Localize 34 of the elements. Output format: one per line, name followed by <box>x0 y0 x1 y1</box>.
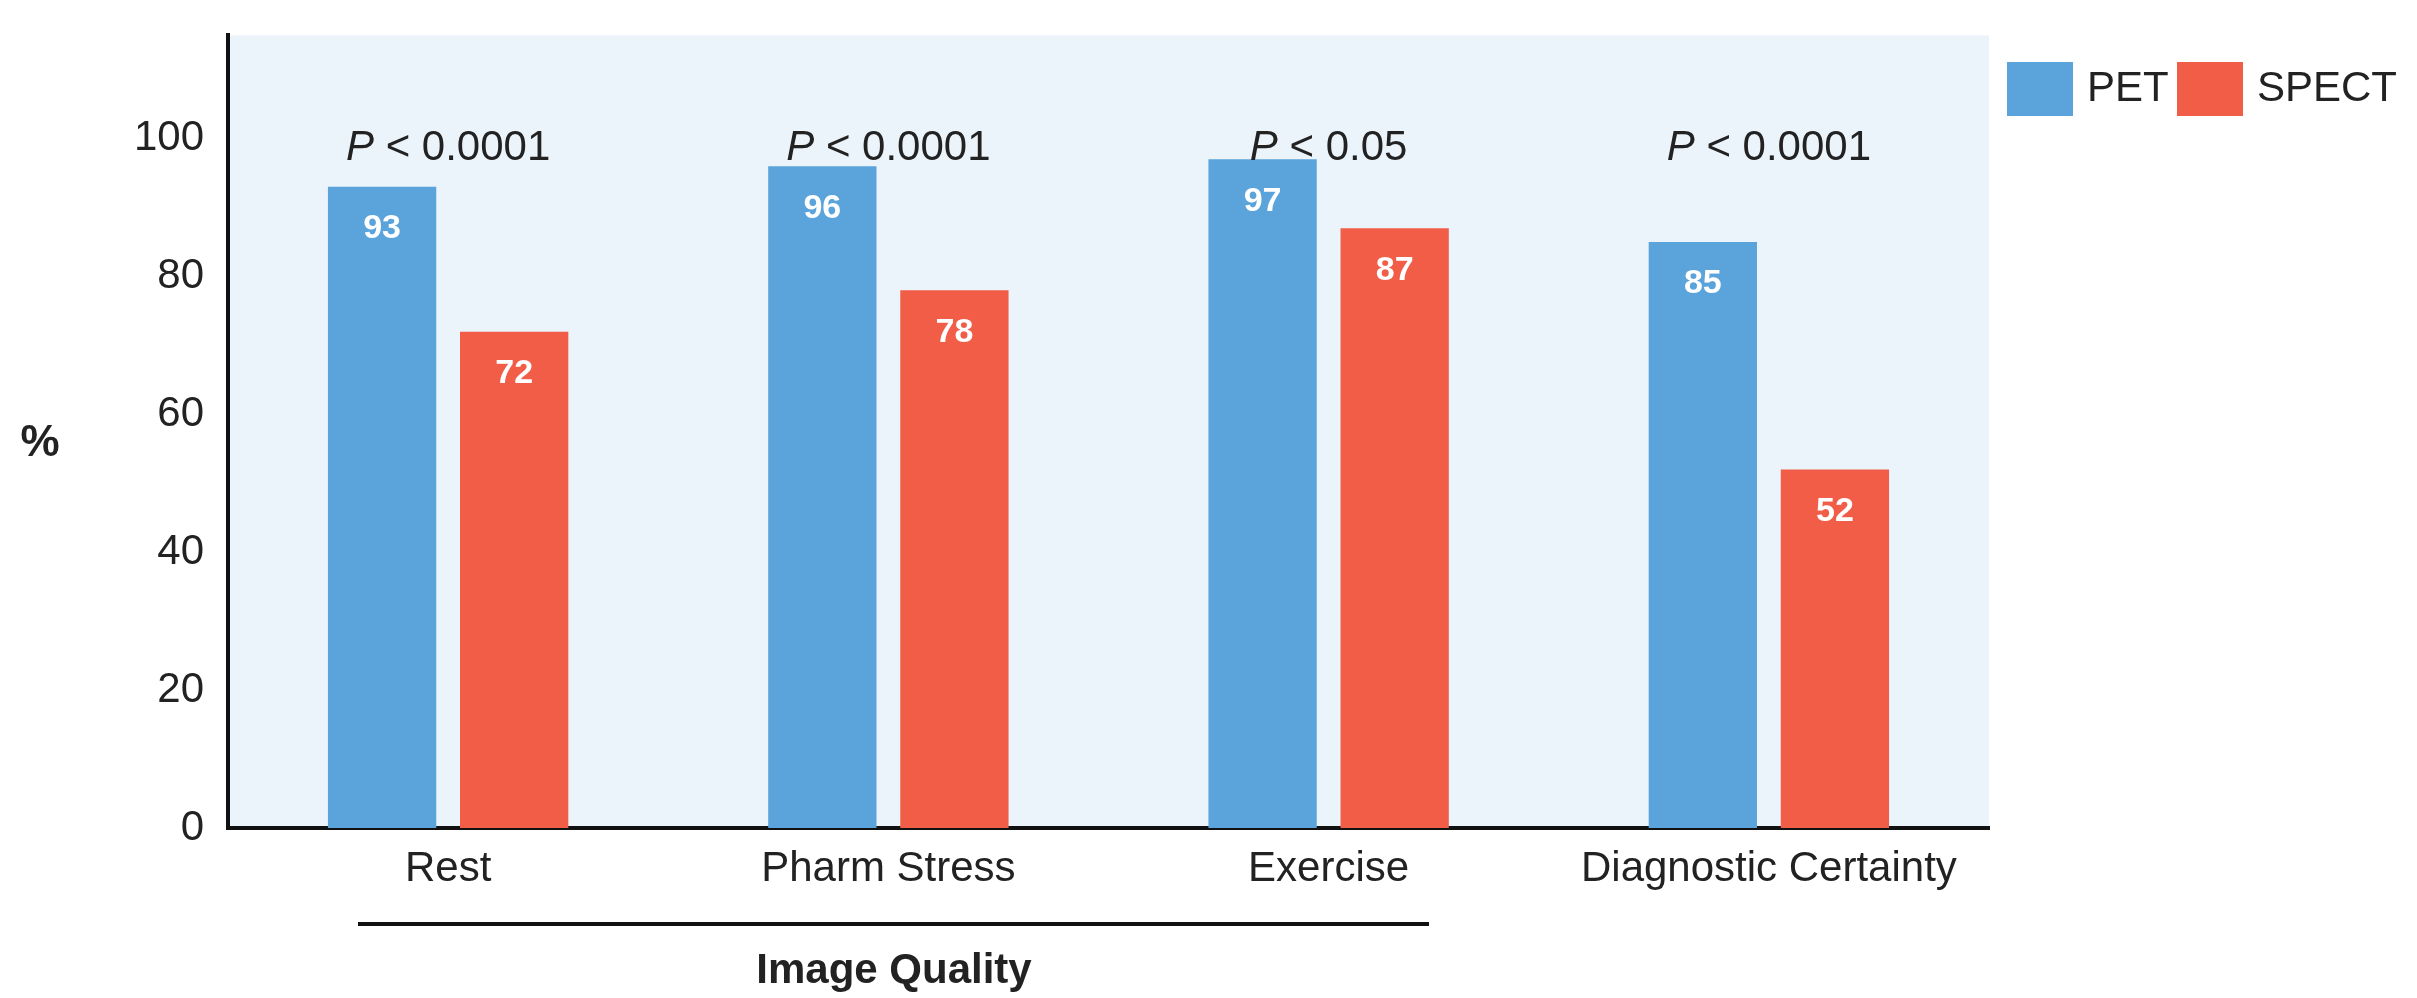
data-label: 52 <box>1816 489 1854 528</box>
legend-label: PET <box>2087 62 2169 110</box>
y-tick-label: 40 <box>157 525 204 573</box>
data-label: 97 <box>1243 179 1282 218</box>
y-tick-label: 20 <box>157 663 204 711</box>
bar <box>1340 228 1449 828</box>
y-tick-label: 100 <box>133 112 204 160</box>
annotation: P < 0.0001 <box>345 121 551 169</box>
x-tick-label: Diagnostic Certainty <box>1580 842 1957 890</box>
x-tick-label: Rest <box>404 842 492 890</box>
bar <box>1208 159 1317 828</box>
x-tick-label: Pharm Stress <box>761 842 1016 890</box>
data-label: 87 <box>1375 248 1414 287</box>
y-tick-label: 0 <box>180 801 204 849</box>
annotation: P < 0.0001 <box>786 121 991 169</box>
annotation: P < 0.0001 <box>1666 121 1872 169</box>
bar <box>768 166 877 828</box>
bar <box>1648 242 1757 828</box>
data-label: 78 <box>935 310 974 349</box>
x-tick-label: Exercise <box>1248 842 1410 890</box>
bar <box>460 331 569 828</box>
bar <box>900 290 1009 828</box>
y-axis-title: % <box>20 415 60 465</box>
text: Image Quality <box>756 944 1033 992</box>
data-label: 72 <box>495 352 534 391</box>
legend-label: SPECT <box>2257 62 2398 110</box>
annotation: P < 0.05 <box>1249 121 1408 169</box>
bar <box>327 186 437 828</box>
y-tick-label: 60 <box>157 387 204 435</box>
data-label: 85 <box>1683 262 1722 301</box>
data-label: 96 <box>803 186 842 225</box>
y-tick-label: 80 <box>157 250 204 298</box>
data-label: 93 <box>363 207 401 246</box>
bar <box>1780 469 1890 828</box>
